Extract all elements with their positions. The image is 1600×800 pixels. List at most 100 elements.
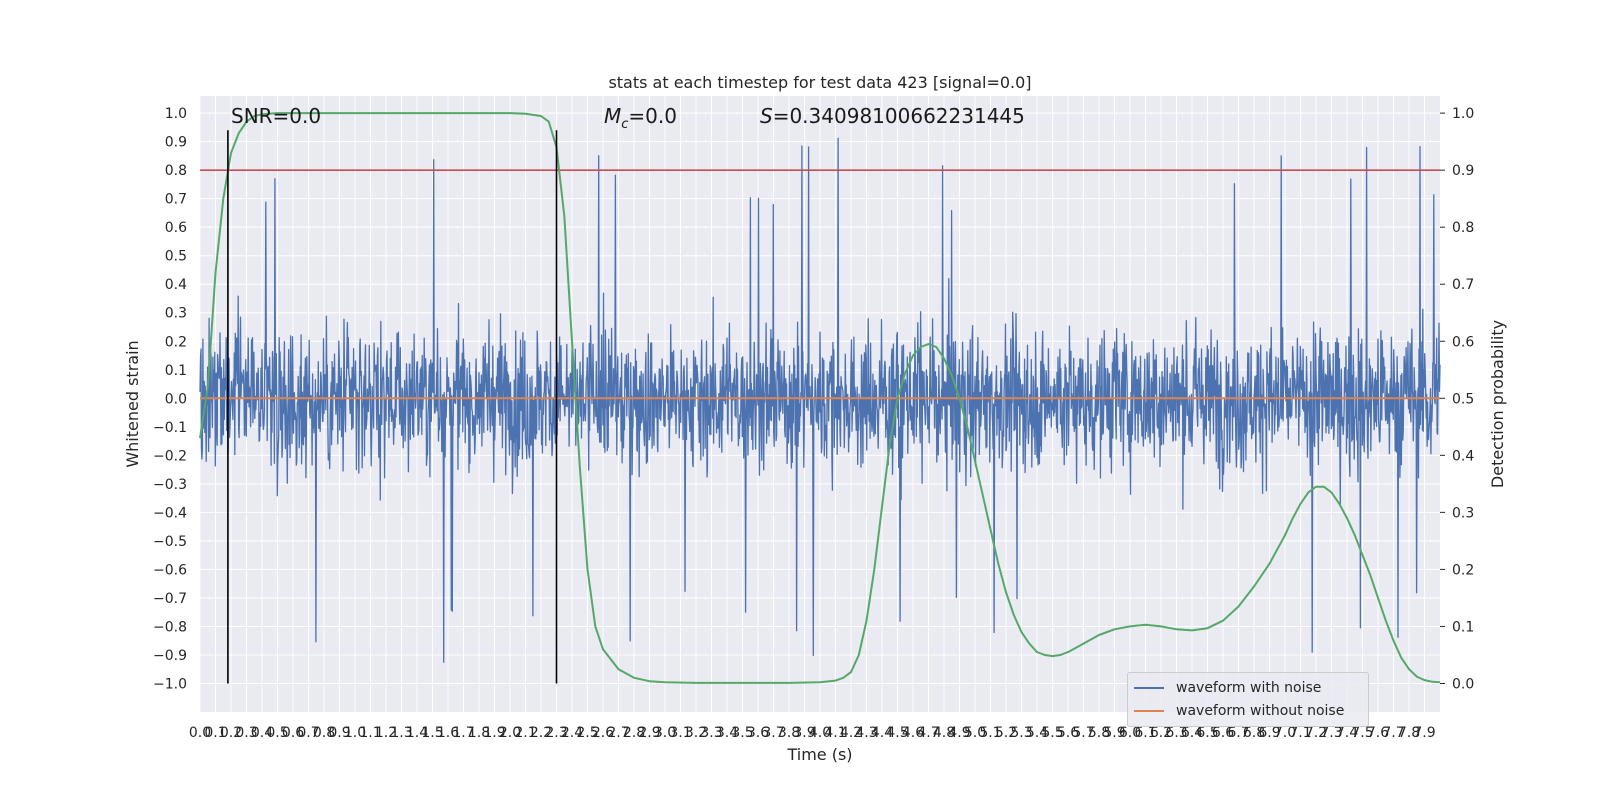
y-tick-label-left: −0.4 (153, 505, 187, 521)
x-tick-label: 6.6 (1212, 725, 1234, 741)
x-tick-label: 4.1 (824, 725, 846, 741)
x-tick-label: 6.0 (1119, 725, 1141, 741)
detection-probability-line (199, 112, 1441, 684)
y-tick-label-left: 0.4 (165, 277, 187, 293)
x-tick-label: 5.6 (1057, 725, 1079, 741)
y-tick-label-left: 0.5 (165, 249, 187, 265)
y-tick-label-right: 1.0 (1452, 106, 1474, 122)
x-tick-label: 2.1 (514, 725, 536, 741)
x-tick-label: 2.2 (530, 725, 552, 741)
y-tick-label-right: 0.7 (1452, 277, 1474, 293)
y-tick-label-left: −0.1 (153, 420, 187, 436)
y-tick-label-left: −1.0 (153, 676, 187, 692)
x-tick-label: 6.9 (1258, 725, 1280, 741)
x-tick-label: 6.3 (1165, 725, 1187, 741)
x-tick-label: 3.5 (731, 725, 753, 741)
y-tick-label-left: 0.6 (165, 220, 187, 236)
x-tick-label: 7.6 (1367, 725, 1389, 741)
x-tick-label: 1.5 (421, 725, 443, 741)
s-value: =0.34098100662231445 (772, 104, 1025, 128)
x-tick-label: 5.4 (1026, 725, 1048, 741)
x-tick-label: 4.7 (917, 725, 939, 741)
x-tick-label: 6.1 (1134, 725, 1156, 741)
x-tick-label: 7.2 (1305, 725, 1327, 741)
x-tick-label: 6.8 (1243, 725, 1265, 741)
x-tick-label: 5.0 (964, 725, 986, 741)
y-tick-label-right: 0.4 (1452, 448, 1474, 464)
x-tick-label: 5.9 (1103, 725, 1125, 741)
y-tick-label-right: 0.6 (1452, 334, 1474, 350)
y-tick-label-left: 0.2 (165, 334, 187, 350)
y-tick-label-left: 1.0 (165, 106, 187, 122)
x-tick-label: 4.8 (933, 725, 955, 741)
y-tick-label-right: 0.5 (1452, 391, 1474, 407)
x-tick-label: 4.2 (840, 725, 862, 741)
x-tick-label: 5.3 (1010, 725, 1032, 741)
x-tick-label: 2.4 (561, 725, 583, 741)
x-tick-label: 7.4 (1336, 725, 1358, 741)
legend-item-noise: waveform with noise (1134, 678, 1321, 698)
y-tick-label-left: −0.2 (153, 448, 187, 464)
x-tick-label: 1.8 (468, 725, 490, 741)
s-annotation: S=0.34098100662231445 (760, 104, 1025, 128)
x-tick-label: 2.7 (607, 725, 629, 741)
legend: waveform with noise waveform without noi… (1127, 672, 1369, 727)
y-axis-label-right: Detection probability (1488, 320, 1507, 488)
x-tick-label: 2.5 (576, 725, 598, 741)
y-tick-label-right: 0.1 (1452, 619, 1474, 635)
s-symbol: S (760, 104, 773, 128)
x-tick-label: 3.3 (700, 725, 722, 741)
x-tick-label: 3.9 (793, 725, 815, 741)
legend-label-clean: waveform without noise (1176, 703, 1345, 719)
y-tick-label-left: 0.1 (165, 363, 187, 379)
x-tick-label: 0.5 (266, 725, 288, 741)
y-tick-label-left: −0.6 (153, 562, 187, 578)
y-tick-label-left: −0.7 (153, 591, 187, 607)
x-tick-label: 1.3 (390, 725, 412, 741)
mc-value: =0.0 (628, 104, 677, 128)
overlay (199, 112, 1441, 684)
y-tick-label-left: −0.5 (153, 534, 187, 550)
x-tick-label: 6.2 (1150, 725, 1172, 741)
y-tick-label-left: −0.8 (153, 619, 187, 635)
x-tick-label: 0.8 (313, 725, 335, 741)
legend-swatch-noise (1134, 687, 1164, 689)
x-tick-label: 4.9 (948, 725, 970, 741)
legend-item-clean: waveform without noise (1134, 701, 1344, 721)
x-tick-label: 4.6 (902, 725, 924, 741)
x-tick-label: 1.0 (344, 725, 366, 741)
x-tick-label: 0.7 (297, 725, 319, 741)
y-tick-label-left: 0.3 (165, 306, 187, 322)
x-tick-label: 0.0 (189, 725, 211, 741)
x-tick-label: 3.2 (685, 725, 707, 741)
y-tick-label-right: 0.0 (1452, 676, 1474, 692)
tick-labels: 0.00.10.20.30.40.50.60.70.80.91.01.11.21… (153, 106, 1474, 741)
x-axis-label: Time (s) (786, 745, 852, 764)
x-tick-label: 4.4 (871, 725, 893, 741)
x-tick-label: 6.5 (1196, 725, 1218, 741)
y-tick-label-left: −0.9 (153, 648, 187, 664)
x-tick-label: 7.9 (1413, 725, 1435, 741)
x-tick-label: 2.6 (592, 725, 614, 741)
x-tick-label: 7.0 (1274, 725, 1296, 741)
x-tick-label: 1.6 (437, 725, 459, 741)
legend-label-noise: waveform with noise (1176, 680, 1322, 696)
y-tick-label-left: −0.3 (153, 477, 187, 493)
x-tick-label: 5.2 (995, 725, 1017, 741)
x-tick-label: 3.8 (778, 725, 800, 741)
y-tick-label-right: 0.3 (1452, 505, 1474, 521)
x-tick-label: 4.0 (809, 725, 831, 741)
y-tick-label-left: 0.8 (165, 163, 187, 179)
series-waveform-with-noise (199, 137, 1441, 663)
x-tick-label: 7.7 (1382, 725, 1404, 741)
y-tick-label-right: 0.8 (1452, 220, 1474, 236)
snr-annotation: SNR=0.0 (231, 104, 321, 128)
x-tick-label: 5.7 (1072, 725, 1094, 741)
x-tick-label: 1.2 (375, 725, 397, 741)
y-tick-label-left: 0.0 (165, 391, 187, 407)
x-tick-label: 3.7 (762, 725, 784, 741)
x-tick-label: 0.9 (328, 725, 350, 741)
x-tick-label: 0.1 (204, 725, 226, 741)
y-tick-label-right: 0.9 (1452, 163, 1474, 179)
